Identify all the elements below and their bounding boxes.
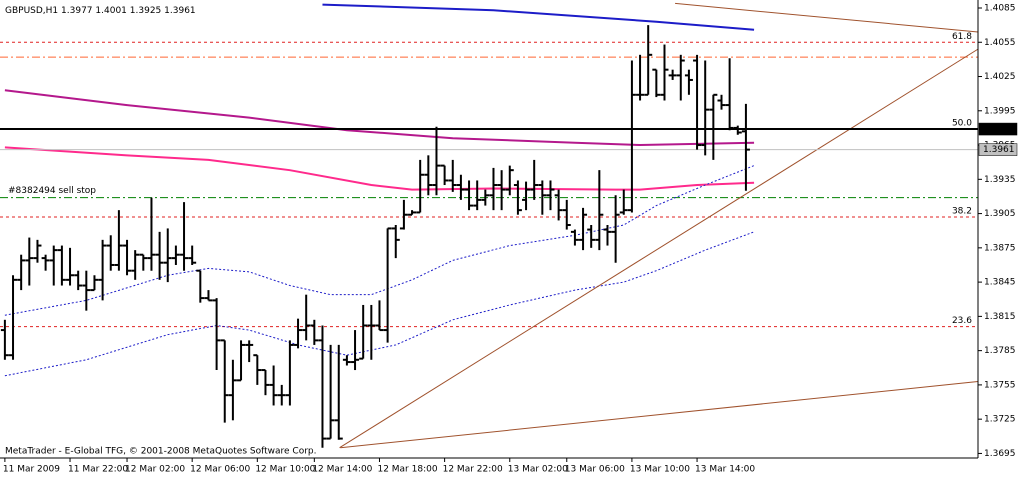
y-tick-label: 1.4055 [984,38,1016,48]
x-tick-label: 12 Mar 14:00 [312,465,372,475]
indicator-line [339,48,979,449]
x-tick-label: 13 Mar 14:00 [695,465,755,475]
y-tick-label: 1.3815 [984,312,1016,322]
y-tick-label: 1.3845 [984,278,1016,288]
footer: MetaTrader - E-Global TFG, © 2001-2008 M… [5,447,317,457]
price-box [978,143,1018,156]
y-tick-label: 1.3995 [984,106,1016,116]
indicator-line [322,3,755,31]
fibo-label: 23.6 [952,316,972,326]
last-close: 1.3961 [164,6,196,16]
x-tick-label: 13 Mar 10:00 [630,465,690,475]
fibo-label: 61.8 [952,32,972,42]
price-box-label: 1.3979 [983,125,1015,135]
last-high: 1.4001 [95,6,127,16]
y-tick-label: 1.4085 [984,3,1016,13]
x-tick-label: 12 Mar 06:00 [190,465,250,475]
symbol: GBPUSD,H1 [5,6,58,16]
y-tick-label: 1.3725 [984,415,1016,425]
indicator-line [675,2,979,33]
indicator-line [4,165,755,316]
order-label: #8382494 sell stop [8,186,96,196]
x-tick-label: 12 Mar 10:00 [255,465,315,475]
indicator-line [4,231,755,377]
chart-header: GBPUSD,H1 1.3977 1.4001 1.3925 1.3961 [5,6,196,16]
last-low: 1.3925 [130,6,162,16]
indicator-line [4,89,755,147]
price-box-label: 1.3961 [983,145,1015,155]
x-tick-label: 13 Mar 06:00 [565,465,625,475]
x-tick-label: 13 Mar 02:00 [508,465,568,475]
last-open: 1.3977 [61,6,93,16]
fibo-label: 50.0 [952,119,972,129]
y-tick-label: 1.3935 [984,175,1016,185]
x-tick-label: 11 Mar 2009 [3,465,60,475]
y-tick-label: 1.3785 [984,346,1016,356]
indicator-line [340,380,979,449]
y-tick-label: 1.3875 [984,243,1016,253]
y-tick-label: 1.3905 [984,209,1016,219]
indicator-line [4,146,755,191]
price-box [978,122,1018,136]
y-tick-label: 1.3695 [984,449,1016,459]
y-tick-label: 1.3755 [984,380,1016,390]
fibo-label: 38.2 [952,207,972,217]
x-tick-label: 12 Mar 22:00 [443,465,503,475]
y-tick-label: 1.4025 [984,72,1016,82]
plot-area: 61.8 50.0 38.2 23.6 #8382494 sell stop [0,2,979,449]
x-tick-label: 12 Mar 18:00 [377,465,437,475]
x-tick-label: 12 Mar 02:00 [125,465,185,475]
x-tick-label: 11 Mar 22:00 [68,465,128,475]
